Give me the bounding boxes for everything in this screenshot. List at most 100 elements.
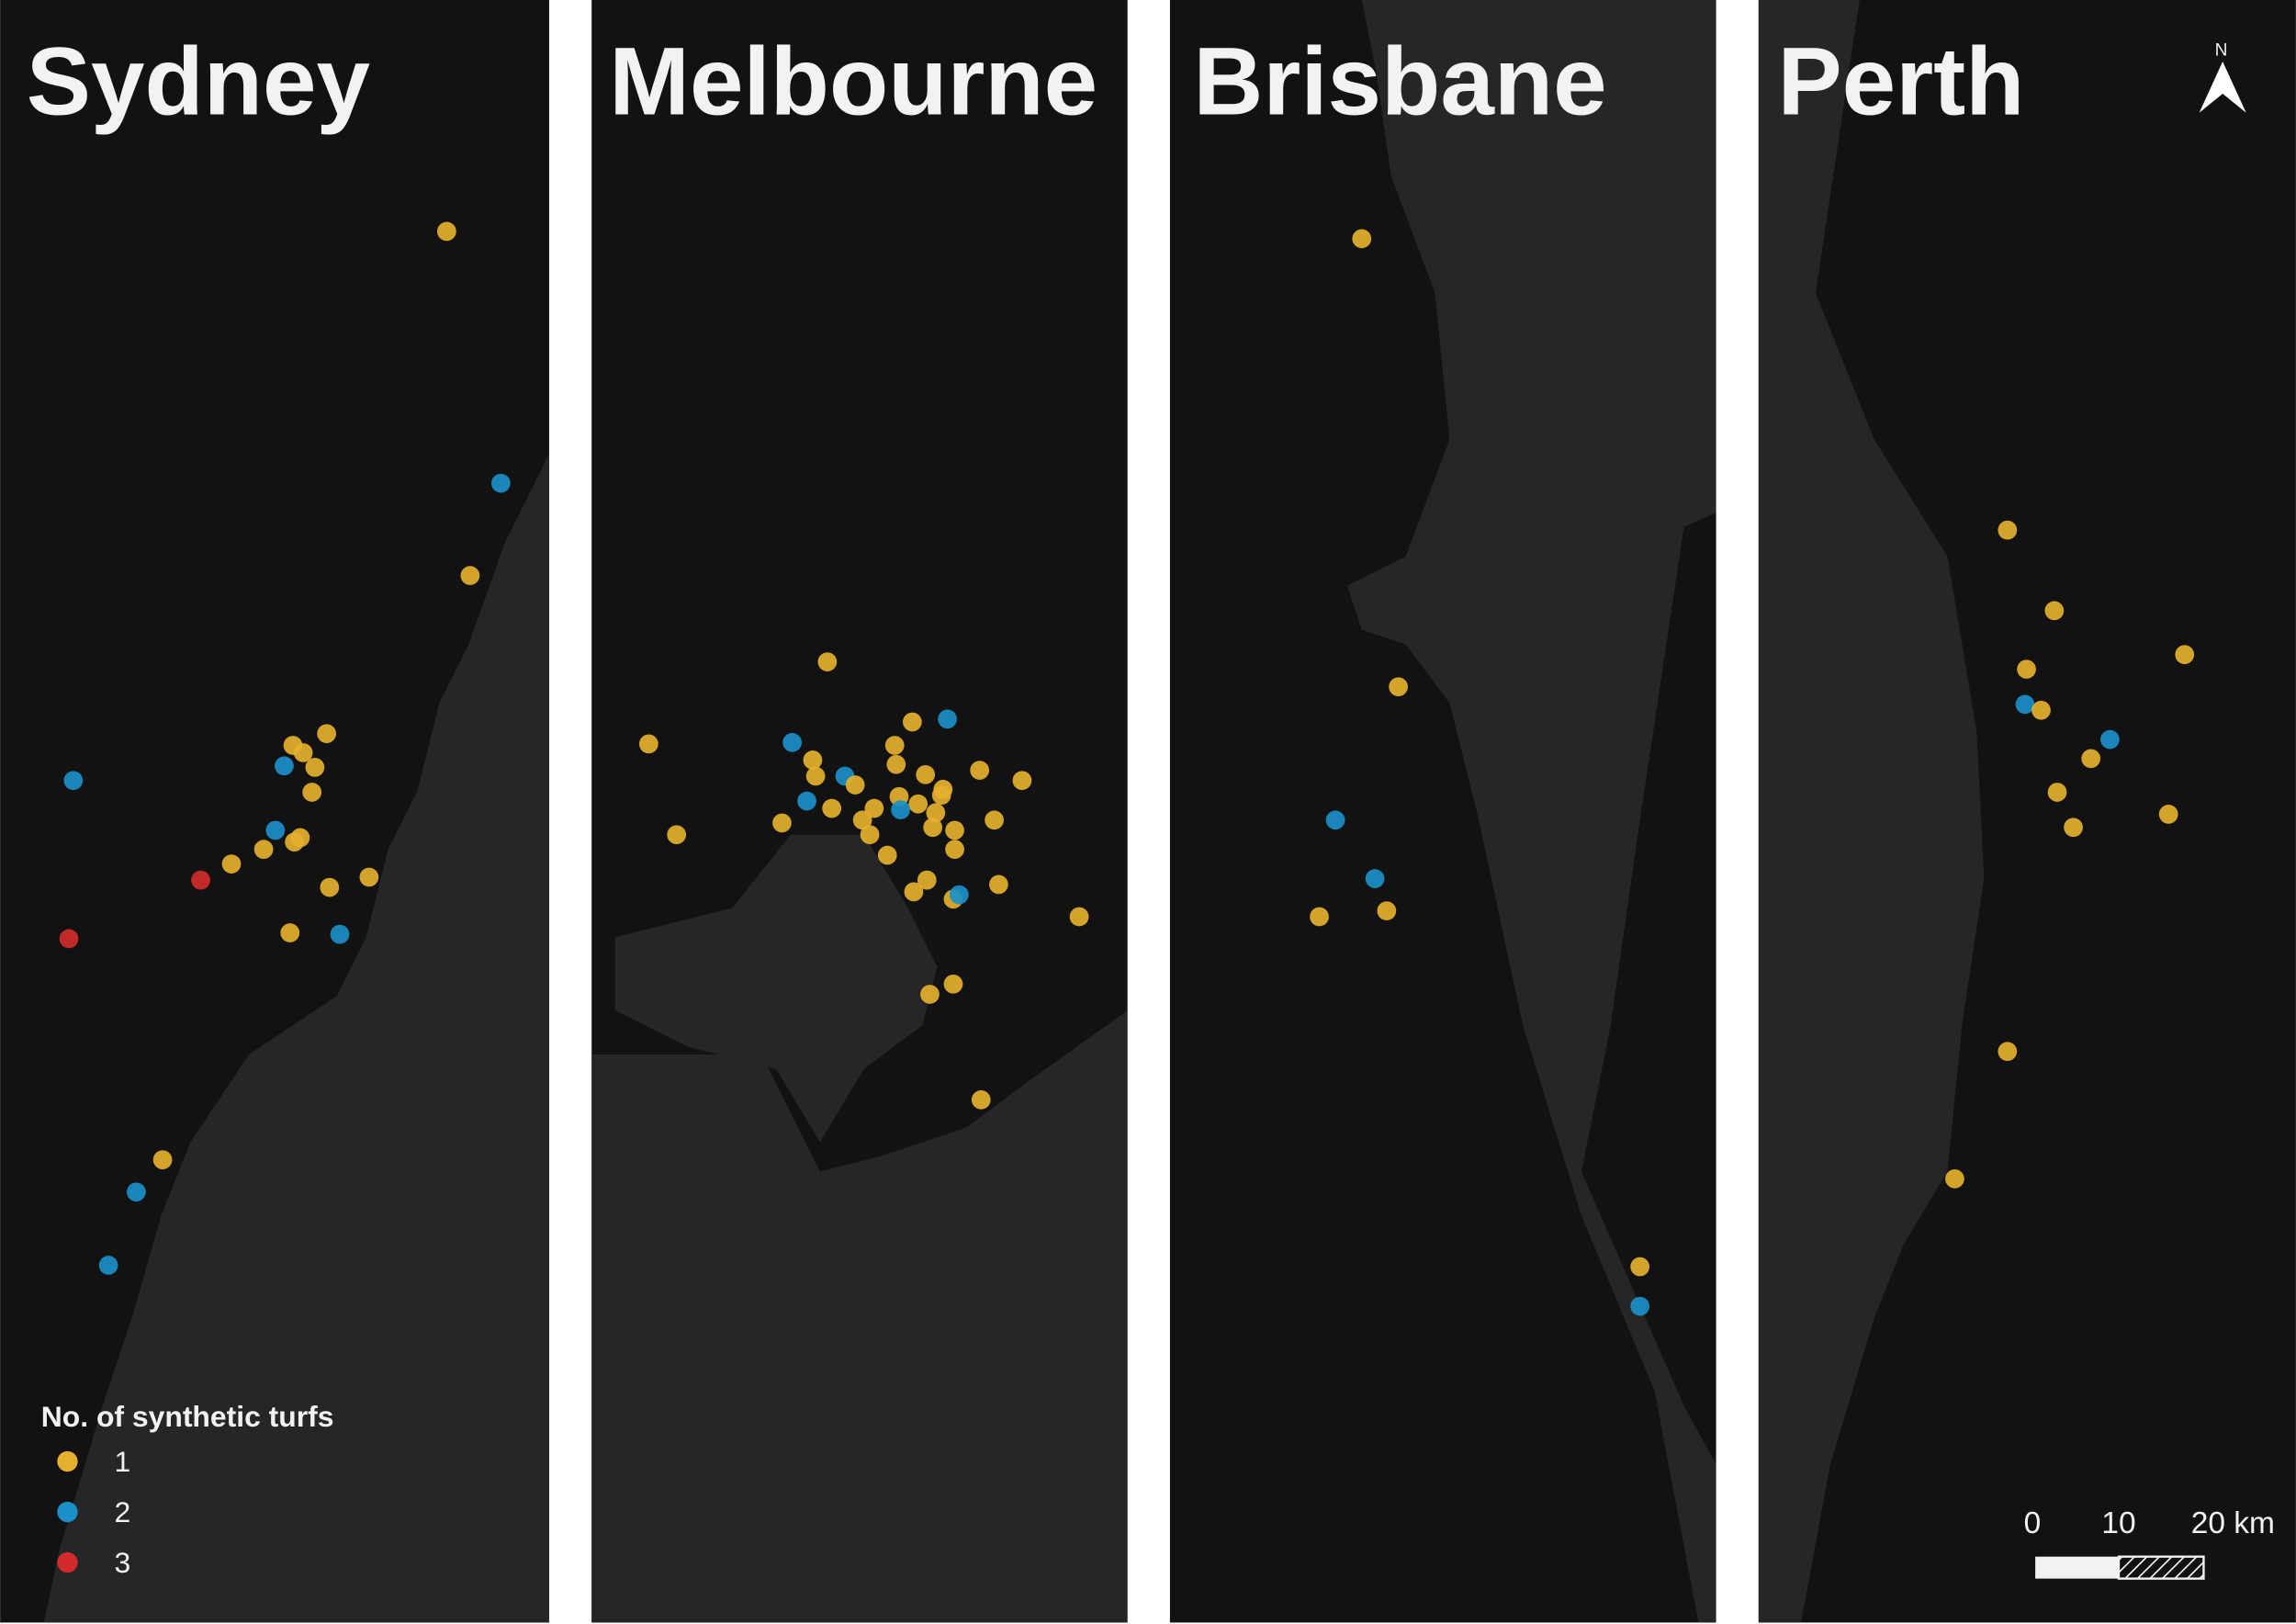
site [864,798,884,818]
ocean [1758,0,1985,1623]
site [2158,805,2178,824]
site [877,845,897,865]
site [1310,907,1329,927]
site [2081,749,2101,769]
site [280,923,300,942]
site [945,840,964,860]
scale-bar: 0 10 20 km [2024,1506,2275,1580]
site [639,734,658,754]
site [803,750,823,770]
site [317,724,336,744]
site [1945,1168,1964,1189]
site [926,803,946,823]
ocean [1346,0,1716,1623]
site [1069,907,1089,927]
site [1998,520,2018,540]
arrow [2199,61,2246,113]
legend-label: 1 [114,1445,130,1478]
site [63,771,84,791]
site [1630,1296,1650,1316]
legend-swatch [57,1501,78,1523]
site [1630,1257,1650,1277]
panel-title: Perth [1778,28,2025,135]
site [805,766,826,786]
legend-label: 3 [114,1546,130,1579]
site [1389,677,1408,697]
melbourne-panel [591,0,1128,1623]
bay [614,834,938,1143]
site [221,854,242,874]
scale-label: 0 [2024,1506,2042,1540]
site [490,473,511,493]
site [931,785,951,806]
site [860,825,880,845]
site [253,840,274,860]
north-arrow: N [2199,41,2246,113]
site [971,1089,991,1110]
site [1365,869,1385,888]
scale-segment [2117,1555,2205,1580]
site [943,974,963,994]
site [2100,729,2120,750]
site [822,798,842,818]
site [191,870,210,890]
ocean [591,1010,1128,1623]
site [908,794,929,814]
scale-label: 20 km [2191,1506,2275,1540]
legend-label: 2 [114,1495,130,1528]
site [2064,818,2083,838]
site [949,885,969,905]
site [2015,694,2035,715]
site [293,743,313,762]
site [275,756,294,776]
brisbane-panel [1169,0,1716,1623]
site [127,1182,146,1202]
site [917,870,937,890]
site [302,783,322,802]
site [320,877,340,897]
legend-swatch [57,1450,78,1472]
site [923,818,943,838]
site [359,867,379,887]
site [902,712,922,732]
site [437,221,456,242]
site [2044,601,2065,621]
site [845,775,865,795]
site [884,736,905,755]
sydney-panel [0,0,549,1623]
legend-swatch [57,1551,78,1573]
site [1012,771,1032,791]
site [265,820,286,840]
site [2175,645,2195,664]
scale-label: 10 [2101,1506,2135,1540]
legend-title: No. of synthetic turfs [41,1400,334,1433]
site [938,709,957,729]
panel-title: Brisbane [1193,28,1606,135]
site [152,1150,173,1169]
site [852,810,872,830]
site [2017,660,2036,679]
site [460,566,480,585]
ocean [43,454,549,1623]
site [772,813,792,833]
site [916,764,936,784]
site [59,929,79,949]
site [1998,1042,2018,1062]
site [1325,810,1345,830]
site [797,791,816,811]
site [98,1256,118,1275]
site [1352,229,1372,249]
site [305,758,325,777]
legend: No. of synthetic turfs 1 2 3 [41,1400,334,1579]
perth-panel [1758,0,2296,1623]
site [2047,783,2067,802]
site [782,732,802,752]
site [891,800,910,819]
scale-segment [2035,1556,2119,1579]
panel-title: Sydney [27,28,370,135]
site [667,825,687,845]
site [920,985,940,1004]
site [817,652,838,671]
